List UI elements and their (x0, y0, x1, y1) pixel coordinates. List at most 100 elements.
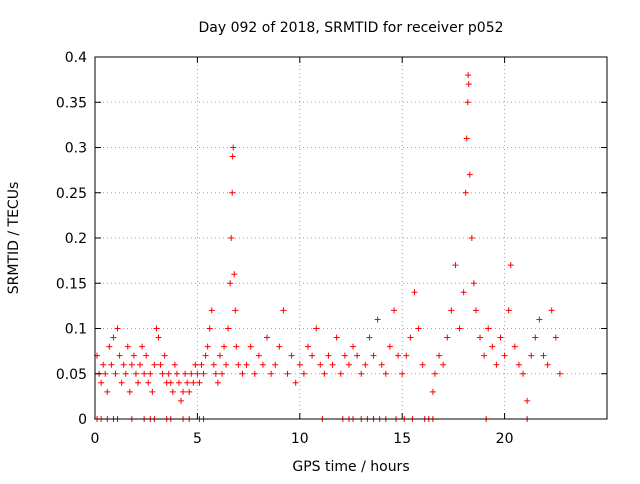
data-point (221, 343, 228, 350)
data-point (341, 352, 348, 359)
data-point (345, 361, 352, 368)
data-point (106, 343, 113, 350)
data-point (239, 370, 246, 377)
data-point (544, 361, 551, 368)
data-point (403, 352, 410, 359)
data-point (333, 334, 340, 341)
data-point (296, 361, 303, 368)
data-point (114, 325, 121, 332)
data-point (118, 379, 125, 386)
data-point (196, 379, 203, 386)
data-point (145, 379, 152, 386)
data-point (149, 388, 156, 395)
data-point (470, 280, 477, 287)
data-point (354, 352, 361, 359)
data-point (124, 343, 131, 350)
data-point (232, 307, 239, 314)
data-point (161, 352, 168, 359)
data-point (178, 397, 185, 404)
data-point (151, 361, 158, 368)
data-point (188, 370, 195, 377)
data-point (362, 361, 369, 368)
data-point (501, 352, 508, 359)
data-point (329, 361, 336, 368)
data-point (292, 379, 299, 386)
data-point (436, 352, 443, 359)
tick-labels: 0 0.05 0.1 0.15 0.2 0.25 0.3 0.35 0.4 0 5 10 15 20 (56, 50, 514, 447)
data-point (173, 370, 180, 377)
data-point (419, 361, 426, 368)
x-tick-label: 5 (193, 431, 202, 447)
data-point (223, 361, 230, 368)
data-point (212, 370, 219, 377)
data-point (143, 352, 150, 359)
grid-lines (95, 57, 607, 419)
data-point (399, 370, 406, 377)
x-tick-label: 0 (91, 431, 100, 447)
data-point (520, 370, 527, 377)
data-point (481, 352, 488, 359)
data-point (110, 334, 117, 341)
data-point (130, 352, 137, 359)
data-point (180, 388, 187, 395)
y-tick-label: 0.25 (56, 186, 87, 202)
data-point (251, 370, 258, 377)
data-point (532, 334, 539, 341)
data-point (468, 235, 475, 241)
y-tick-label: 0.05 (56, 367, 87, 383)
data-point (204, 343, 211, 350)
data-point (386, 343, 393, 350)
data-point (167, 379, 174, 386)
data-point (132, 370, 139, 377)
data-point (171, 361, 178, 368)
data-point (325, 352, 332, 359)
data-point (337, 370, 344, 377)
data-point (288, 352, 295, 359)
data-point (391, 307, 398, 314)
data-point (137, 361, 144, 368)
data-point (229, 153, 236, 160)
data-point (452, 262, 459, 269)
data-point (472, 307, 479, 314)
data-point (497, 334, 504, 341)
data-point (395, 352, 402, 359)
data-point (429, 388, 436, 395)
data-point (464, 99, 471, 106)
data-point (153, 325, 160, 332)
data-point (370, 352, 377, 359)
data-point (157, 361, 164, 368)
data-point (116, 352, 123, 359)
data-point (184, 379, 191, 386)
data-point (202, 352, 209, 359)
data-point (243, 361, 250, 368)
data-point (229, 189, 236, 196)
data-point (321, 370, 328, 377)
data-point (190, 379, 197, 386)
axis-ticks (94, 56, 607, 420)
data-point (155, 334, 162, 341)
data-point (407, 334, 414, 341)
data-point (366, 334, 373, 341)
data-point (276, 343, 283, 350)
data-point (528, 352, 535, 359)
data-point (208, 307, 215, 314)
data-point (440, 361, 447, 368)
data-point (489, 343, 496, 350)
data-point (206, 325, 213, 332)
data-point (182, 370, 189, 377)
data-point (200, 370, 207, 377)
data-point (284, 370, 291, 377)
data-point (227, 280, 234, 287)
data-point (231, 271, 238, 278)
data-point (415, 325, 422, 332)
data-point (169, 388, 176, 395)
data-point (548, 307, 555, 314)
data-point (108, 361, 115, 368)
y-axis-label: SRMTID / TECUs (6, 182, 22, 295)
data-point (216, 352, 223, 359)
data-point (104, 388, 111, 395)
data-point (102, 370, 109, 377)
data-point (235, 361, 242, 368)
data-point (126, 388, 133, 395)
